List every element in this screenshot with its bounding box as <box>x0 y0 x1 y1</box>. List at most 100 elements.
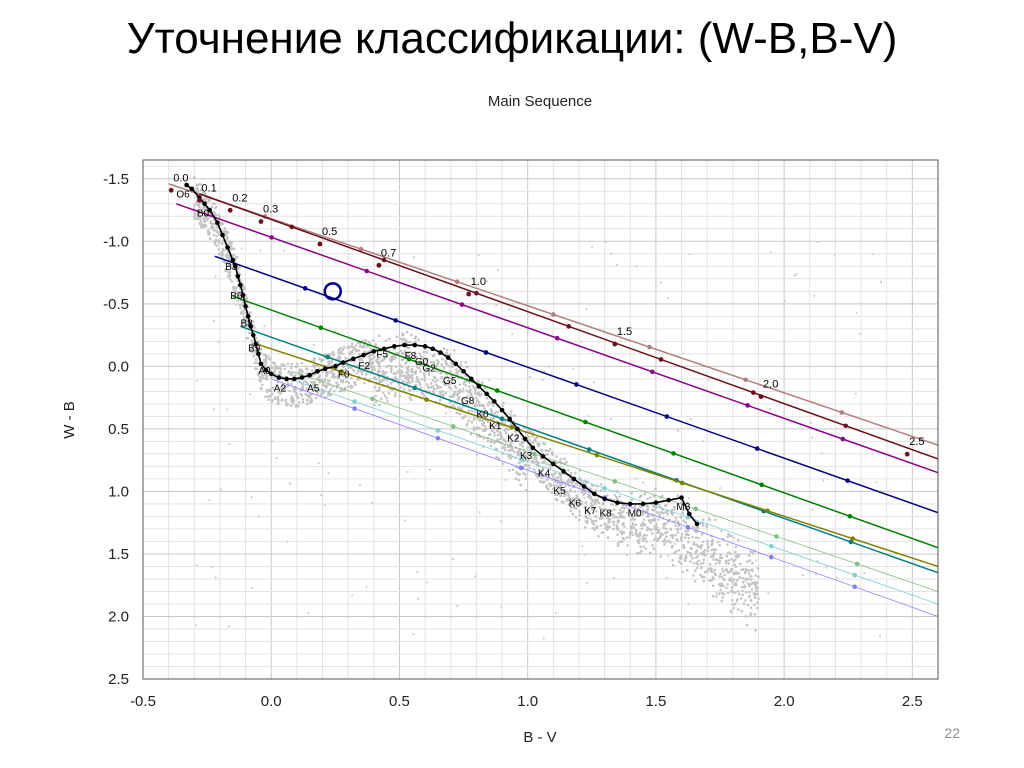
reddening-line-dot <box>769 554 774 560</box>
field-star <box>286 540 289 543</box>
field-star <box>490 411 494 415</box>
field-star <box>680 501 683 505</box>
field-star <box>484 428 488 431</box>
field-star <box>254 358 258 362</box>
field-star <box>406 346 409 350</box>
field-star <box>424 367 428 371</box>
field-star <box>195 186 199 190</box>
field-star <box>262 358 266 362</box>
field-star <box>320 391 324 395</box>
main-sequence-point <box>184 182 189 188</box>
field-star <box>464 361 467 364</box>
field-star <box>483 407 486 410</box>
field-star <box>583 496 586 499</box>
field-star <box>588 513 592 516</box>
field-star <box>438 390 442 393</box>
field-star <box>406 376 410 380</box>
reddening-line-dot <box>745 403 750 408</box>
field-star <box>795 273 798 276</box>
field-star <box>241 303 244 307</box>
field-star <box>347 366 350 369</box>
field-star <box>376 370 380 374</box>
spectral-class-label: G0 <box>415 357 429 368</box>
reddening-line-dot <box>364 268 370 274</box>
field-star <box>207 229 210 232</box>
field-star <box>351 342 354 346</box>
field-star <box>640 505 643 509</box>
field-star <box>197 214 200 218</box>
field-star <box>508 412 511 415</box>
field-star <box>615 263 619 266</box>
field-star <box>407 388 411 392</box>
field-star <box>423 379 426 382</box>
field-star <box>431 379 435 382</box>
field-star <box>661 533 664 536</box>
field-star <box>639 494 643 498</box>
field-star <box>236 299 239 303</box>
field-star <box>664 527 668 531</box>
main-sequence-point <box>189 186 195 192</box>
field-star <box>822 479 825 482</box>
field-star <box>641 521 645 525</box>
reddening-line-dot <box>679 480 685 486</box>
field-star <box>440 363 444 367</box>
field-star <box>665 535 668 538</box>
field-star <box>219 488 222 491</box>
reddening-line-dot <box>594 452 600 458</box>
field-star <box>218 241 221 245</box>
field-star <box>718 556 722 559</box>
ebv-marker <box>758 394 764 400</box>
field-star <box>706 540 709 543</box>
field-star <box>538 480 542 483</box>
field-star <box>811 508 814 511</box>
field-star <box>699 546 703 550</box>
field-star <box>312 343 315 346</box>
chart-grid <box>142 160 939 680</box>
field-star <box>317 389 320 393</box>
field-star <box>451 557 455 561</box>
field-star <box>344 368 347 372</box>
field-star <box>298 368 301 372</box>
field-star <box>378 361 381 365</box>
field-star <box>756 606 759 610</box>
field-star <box>600 508 603 511</box>
field-star <box>636 540 640 543</box>
field-star <box>331 369 334 373</box>
field-star <box>649 521 653 525</box>
field-star <box>261 374 265 377</box>
field-star <box>312 383 315 387</box>
field-star <box>608 517 612 521</box>
field-star <box>491 427 495 431</box>
main-sequence-point <box>453 361 459 367</box>
field-star <box>612 520 616 524</box>
field-star <box>667 539 670 542</box>
field-star <box>475 396 478 400</box>
field-star <box>215 234 218 238</box>
field-star <box>499 520 502 523</box>
field-star <box>706 569 709 573</box>
field-star <box>235 292 238 295</box>
field-star <box>708 378 711 381</box>
field-star <box>527 458 530 462</box>
field-star <box>598 506 601 509</box>
field-star <box>618 508 622 512</box>
field-star <box>332 373 336 377</box>
field-star <box>271 361 275 364</box>
field-star <box>380 353 383 357</box>
main-sequence-point <box>299 375 305 380</box>
field-star <box>623 537 626 541</box>
ebv-marker <box>904 451 910 457</box>
field-star <box>513 414 516 417</box>
field-star <box>351 594 354 597</box>
field-star <box>218 215 222 219</box>
field-star <box>214 275 217 278</box>
reddening-line-dot <box>338 369 344 374</box>
field-star <box>501 404 504 408</box>
field-star <box>730 535 733 538</box>
reddening-line-dot <box>518 465 524 471</box>
field-star <box>510 410 513 413</box>
field-star <box>597 501 601 505</box>
field-star <box>283 387 287 391</box>
field-star <box>740 585 744 589</box>
field-star <box>534 460 538 464</box>
